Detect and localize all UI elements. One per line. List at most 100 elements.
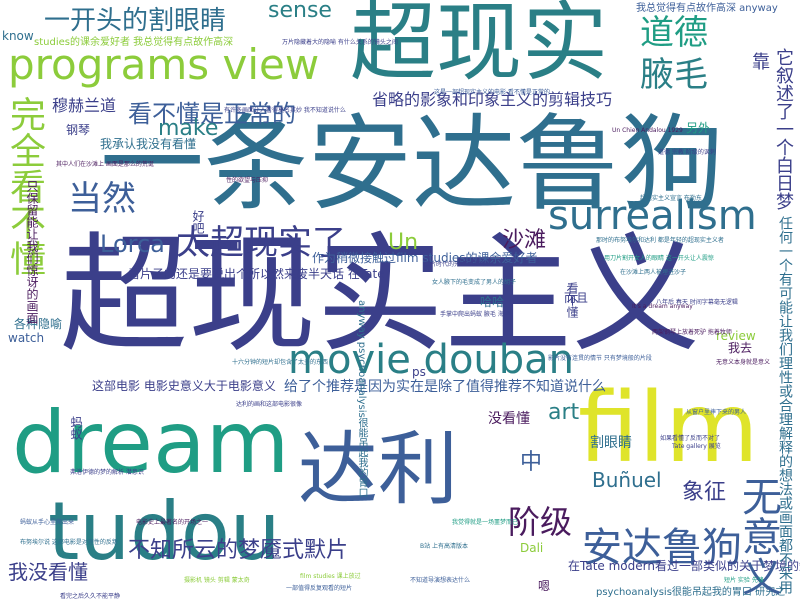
word-tate-modern: 在Tate modern看过一部类似的关于梦境的短片 bbox=[568, 559, 800, 573]
word-tiny-35: 蚂蚁从手心里爬出来 bbox=[20, 519, 75, 526]
word-tiny-29: 不知道导演想表达什么 bbox=[410, 577, 471, 584]
word-gangqin: 钢琴 bbox=[66, 123, 91, 137]
word-tiny-28: 看完之后久久不能平静 bbox=[60, 593, 121, 600]
word-tiny-11: 弗洛伊德的梦的解析 潜意识 bbox=[70, 469, 144, 476]
word-shenglue: 省略的影象和印象主义的剪辑技巧 bbox=[372, 90, 613, 109]
word-tiny-16: 一部值得反复观看的短片 bbox=[286, 585, 353, 592]
word-dream: dream bbox=[12, 393, 290, 493]
word-tiny-22: 达利的画和这部电影很像 bbox=[236, 401, 303, 408]
word-gei-tuijian: 给了个推荐是因为实在是除了值得推荐不知道说什么 bbox=[284, 379, 606, 395]
word-taichaoxianshile: 太超现实了 bbox=[176, 223, 346, 263]
word-gezhongyinyu: 各种隐喻 bbox=[14, 317, 63, 331]
word-chaoxianshizhuyi: 超现实主义 bbox=[60, 221, 701, 370]
word-film: film bbox=[578, 372, 759, 484]
word-buzhisuoyun: 不知所云的梦魇式默片 bbox=[128, 538, 349, 563]
word-un: Un bbox=[388, 230, 419, 255]
word-studies-top: studies的课余爱好者 我总觉得有点故作高深 bbox=[34, 37, 234, 48]
word-xiangzheng: 象征 bbox=[682, 480, 727, 505]
word-yige-bairimeng: 它叙述了一个白日梦 bbox=[773, 48, 794, 210]
word-tiny-31: B站 上有高清版本 bbox=[420, 543, 469, 550]
word-yitiaoandalugou: 一条安达鲁狗 bbox=[100, 103, 725, 225]
word-tiny-27: 在沙滩上两人被埋进沙子 bbox=[620, 269, 687, 276]
word-art: art bbox=[548, 400, 580, 425]
word-tiny-32: It's a dream anyway bbox=[632, 303, 693, 310]
word-tiny-5: 那时的布努埃尔和达利 都是年轻的超现实主义者 bbox=[596, 237, 724, 244]
word-tiny-6: 用刀片割开女人的眼睛 这一开头让人震惊 bbox=[604, 255, 714, 262]
word-tiny-23: 女人腋下的毛变成了男人的胡子 bbox=[432, 279, 517, 286]
word-lingwai: 另外 bbox=[686, 121, 711, 135]
word-zhong: 中 bbox=[520, 450, 543, 475]
word-wochengren: 我承认我没有看懂 bbox=[100, 137, 197, 151]
word-tiny-25: 八年后 春天 时间字幕毫无逻辑 bbox=[656, 299, 738, 306]
word-en: 嗯 bbox=[538, 579, 551, 593]
word-tiny-10: 十六分钟的短片却包含了太多的东西 bbox=[232, 359, 329, 366]
word-tiny-20: 我觉得就是一场噩梦而已 bbox=[452, 519, 519, 526]
word-tiny-2: 有许多画面让人看得莫名其妙 我不知道说什么 bbox=[224, 107, 346, 114]
word-lorca: Lorca bbox=[100, 230, 165, 258]
word-surrealism: surrealism bbox=[548, 193, 757, 239]
word-bunuel: Buñuel bbox=[592, 468, 662, 492]
word-dangran: 当然 bbox=[68, 179, 136, 219]
word-know: know bbox=[2, 29, 34, 43]
word-tiny-4: 这是一部超现实主义的电影 看不懂是正常的 bbox=[434, 89, 550, 96]
word-tiny-34: 短片 实验 先锋 bbox=[724, 577, 764, 584]
word-kanpianzi: 看片子的还是要说出个所以然来废半天话 在Tate bbox=[128, 267, 385, 281]
word-tiny-18: 超现实主义宣言 布勒东 bbox=[640, 195, 702, 202]
word-tiny-1: 万片隐藏着大的隐喻 有什么关系的镜头之间 bbox=[282, 39, 398, 46]
word-dali-en: Dali bbox=[520, 541, 544, 555]
word-kanbudong-zhengchang: 看不懂是正常的 bbox=[128, 100, 296, 128]
word-womeikandong: 我没看懂 bbox=[8, 560, 88, 584]
word-shatan: 沙滩 bbox=[502, 228, 547, 253]
word-yemao: 腋毛 bbox=[640, 55, 708, 95]
word-chaoxianshi: 超现实 bbox=[350, 0, 608, 93]
word-meikandong: 没看懂 bbox=[488, 411, 530, 427]
word-programs-view: programs view bbox=[8, 40, 320, 89]
word-tiny-9: 影片没有连贯的情节 只有梦境般的片段 bbox=[548, 355, 652, 362]
word-kao: 靠 bbox=[752, 52, 770, 73]
word-tiny-26: 性的欲望与压抑 bbox=[226, 177, 269, 184]
word-make: make bbox=[158, 116, 219, 141]
word-erqie: 而且 bbox=[564, 291, 589, 305]
word-tiny-36: 道德 宗教 阶级的讽刺 bbox=[658, 149, 716, 156]
word-tiny-17: 无意义本身就是意义 bbox=[716, 359, 771, 366]
word-haha: 哈哈 bbox=[480, 295, 505, 309]
word-watch: watch bbox=[8, 331, 45, 345]
word-tiny-13: 布努埃尔说 这部电影是对理性的反叛 bbox=[20, 539, 118, 546]
word-jueerde: 我总觉得有点故作高深 anyway bbox=[636, 3, 778, 14]
word-tiny-12: 电影史上最著名的开场之一 bbox=[136, 519, 209, 526]
word-wanquan-kanbudong: 完全看不懂 bbox=[4, 96, 45, 276]
word-tiny-3: 其中人们在沙滩上 画面是那么的荒诞 bbox=[56, 161, 154, 168]
word-ps: ps bbox=[412, 365, 426, 379]
word-renhe: 任何一个有可能让我们理性或合理解释的想法或画面都不采用 bbox=[777, 216, 793, 594]
word-zhibao: 只保留能让我们惊讶的画面 bbox=[25, 180, 39, 324]
word-tiny-21: Un Chien Andalou 1929 bbox=[612, 127, 683, 134]
word-tiny-19: 默片时代的先锋实验电影 bbox=[424, 261, 491, 268]
word-tiny-15: 摄影机 镜头 剪辑 蒙太奇 bbox=[184, 577, 250, 584]
word-daode: 道德 bbox=[640, 13, 708, 53]
word-tiny-7: 手掌中爬出蚂蚁 腋毛 海胆 bbox=[440, 311, 510, 318]
word-tiny-8: 两架钢琴上放着死驴 拖着牧师 bbox=[652, 329, 732, 336]
word-tiny-14: 如果看懂了反而不对了 bbox=[660, 435, 721, 442]
word-mayi: 蚂蚁 bbox=[69, 416, 83, 440]
word-tiny-30: film studies 课上放过 bbox=[300, 573, 361, 580]
word-zhebudianying: 这部电影 电影史意义大于电影意义 bbox=[92, 379, 276, 393]
word-geyanjing: 割眼睛 bbox=[590, 435, 632, 451]
word-movie-douban: movie douban bbox=[288, 337, 575, 383]
word-zuowei: 作为稍微接触过film studies的课余爱好者 bbox=[312, 251, 538, 265]
word-andalugou: 安达鲁狗 bbox=[582, 525, 742, 571]
word-kanbudong: 看不懂 bbox=[565, 282, 579, 318]
word-tiny-24: 从窗户里摔下来的男人 bbox=[686, 409, 747, 416]
word-jieji: 阶级 bbox=[508, 503, 573, 541]
word-wuyiyi: 无意义 bbox=[735, 476, 781, 596]
word-sense: sense bbox=[268, 0, 332, 23]
word-hao-ba: 好吧 bbox=[191, 210, 205, 234]
word-dali: 达利 bbox=[298, 423, 458, 516]
word-tudou: tudou bbox=[48, 485, 281, 578]
word-psycho: psychoanalysis很能吊起我的胃口 研究之 bbox=[596, 587, 786, 598]
word-tiny-33: Tate gallery 展览 bbox=[672, 443, 721, 450]
word-mohelandao: 穆赫兰道 bbox=[52, 96, 117, 115]
word-anyway-psycho: anyway psychoanalysis很能吊起我的胃口 bbox=[356, 300, 367, 498]
word-review: review bbox=[716, 329, 756, 343]
word-woqu: 我去 bbox=[728, 341, 753, 355]
